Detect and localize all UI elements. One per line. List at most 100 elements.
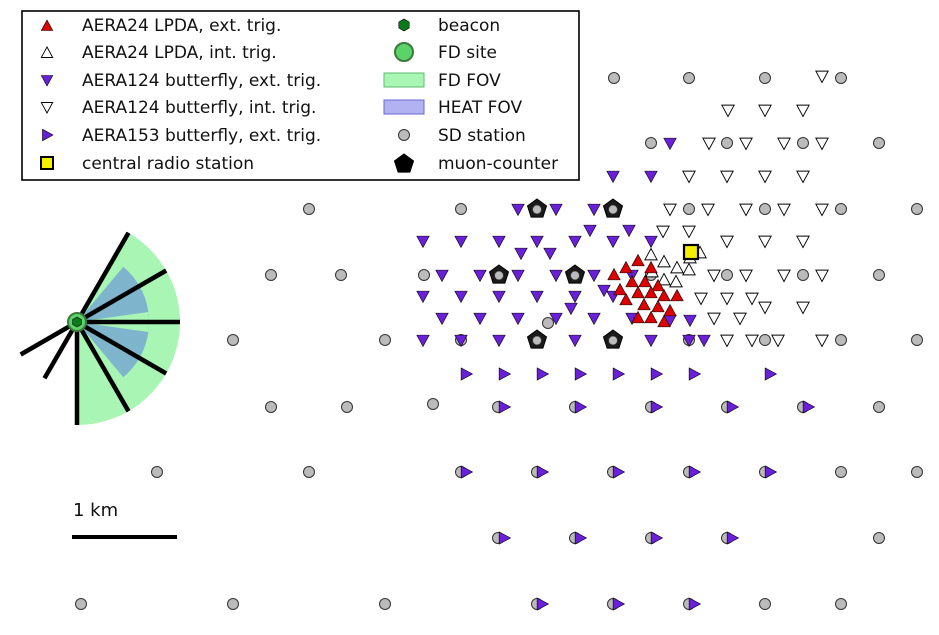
sd-station	[227, 334, 239, 346]
sd-station	[379, 598, 391, 610]
aera124-butterfly-ext-trig	[492, 235, 506, 249]
sd-station	[379, 334, 391, 346]
sd-station	[797, 137, 809, 149]
aera124-butterfly-ext-trig	[549, 203, 563, 217]
sd-station	[303, 203, 315, 215]
aera24-lpda-ext-trig	[657, 288, 671, 302]
muon-counter-sd-core	[570, 270, 580, 281]
aera124-butterfly-ext-trig	[511, 269, 525, 283]
legend-symbol-beacon	[398, 18, 410, 32]
aera153-butterfly-ext-trig	[536, 465, 550, 479]
sd-station	[759, 598, 771, 610]
sd-station	[835, 72, 847, 84]
legend-label-aera153-ext: AERA153 butterfly, ext. trig.	[82, 126, 321, 146]
aera153-butterfly-ext-trig	[498, 400, 512, 414]
aera124-butterfly-int-trig	[682, 170, 696, 184]
aera24-lpda-int-trig	[657, 272, 671, 286]
aera124-butterfly-ext-trig	[644, 334, 658, 348]
legend-label-aera24-ext: AERA24 LPDA, ext. trig.	[82, 16, 281, 36]
legend-label-central-station: central radio station	[82, 154, 254, 174]
aera153-butterfly-ext-trig	[688, 465, 702, 479]
aera124-butterfly-int-trig	[796, 235, 810, 249]
scale-bar-label: 1 km	[73, 500, 118, 521]
aera24-lpda-ext-trig	[651, 299, 665, 313]
aera124-butterfly-int-trig	[777, 137, 791, 151]
legend-symbol-heat-fov	[383, 99, 425, 115]
aera153-butterfly-ext-trig	[650, 367, 664, 381]
aera124-butterfly-ext-trig	[597, 284, 611, 298]
aera124-butterfly-ext-trig	[606, 170, 620, 184]
sd-station	[227, 598, 239, 610]
aera124-butterfly-ext-trig	[416, 290, 430, 304]
sd-station	[303, 466, 315, 478]
aera24-lpda-int-trig	[669, 274, 683, 288]
aera124-butterfly-int-trig	[702, 137, 716, 151]
aera124-butterfly-int-trig	[758, 235, 772, 249]
aera124-butterfly-ext-trig	[697, 334, 711, 348]
aera153-butterfly-ext-trig	[498, 531, 512, 545]
aera24-lpda-ext-trig	[663, 303, 677, 317]
aera124-butterfly-ext-trig	[416, 235, 430, 249]
sd-station	[418, 269, 430, 281]
aera124-butterfly-int-trig	[720, 235, 734, 249]
aera24-lpda-ext-trig	[631, 285, 645, 299]
fd-site-group	[19, 231, 180, 425]
sd-station	[341, 401, 353, 413]
sd-station	[721, 137, 733, 149]
aera124-butterfly-ext-trig	[682, 334, 696, 348]
aera124-butterfly-int-trig	[758, 104, 772, 118]
aera124-butterfly-ext-trig	[587, 312, 601, 326]
aera124-butterfly-ext-trig	[549, 269, 563, 283]
muon-counter-sd-core	[608, 204, 618, 215]
sd-station	[835, 466, 847, 478]
aera153-butterfly-ext-trig	[574, 400, 588, 414]
sd-station	[335, 269, 347, 281]
fd-telescope-boundary	[19, 320, 79, 357]
sd-station	[75, 598, 87, 610]
sd-station	[911, 203, 923, 215]
aera153-butterfly-ext-trig	[612, 367, 626, 381]
legend-symbol-aera24-ext	[40, 19, 54, 31]
aera124-butterfly-int-trig	[707, 269, 721, 283]
legend-label-beacon: beacon	[438, 16, 500, 36]
legend-symbol-sd-station	[398, 129, 410, 141]
aera24-lpda-ext-trig	[613, 282, 627, 296]
aera124-butterfly-ext-trig	[564, 302, 578, 316]
sd-station	[759, 203, 771, 215]
sd-station	[151, 466, 163, 478]
legend-symbol-aera124-ext	[40, 75, 54, 87]
fd-telescope-boundary	[42, 320, 79, 380]
sd-station	[683, 72, 695, 84]
aera24-lpda-ext-trig	[625, 274, 639, 288]
radio-antenna-group	[416, 70, 829, 611]
sd-station	[645, 137, 657, 149]
sd-station	[873, 532, 885, 544]
aera124-butterfly-int-trig	[739, 269, 753, 283]
aera124-butterfly-ext-trig	[549, 312, 563, 326]
legend: AERA24 LPDA, ext. trig. AERA24 LPDA, int…	[21, 10, 580, 181]
legend-label-muon-counter: muon-counter	[438, 154, 558, 174]
aera124-butterfly-int-trig	[721, 104, 735, 118]
central-radio-station-group	[682, 243, 700, 261]
sd-station	[835, 334, 847, 346]
aera24-lpda-int-trig	[657, 254, 671, 268]
aera24-lpda-ext-trig	[607, 267, 621, 281]
aera124-butterfly-ext-trig	[435, 269, 449, 283]
aera124-butterfly-ext-trig	[683, 314, 697, 328]
legend-label-heat-fov: HEAT FOV	[438, 98, 522, 118]
aera124-butterfly-ext-trig	[454, 235, 468, 249]
aera24-lpda-ext-trig	[619, 292, 633, 306]
aera124-butterfly-int-trig	[758, 170, 772, 184]
aera124-butterfly-int-trig	[733, 312, 747, 326]
legend-label-aera124-ext: AERA124 butterfly, ext. trig.	[82, 71, 321, 91]
sd-station	[911, 466, 923, 478]
sd-station	[873, 269, 885, 281]
aera124-butterfly-int-trig	[745, 292, 759, 306]
aera24-lpda-ext-trig	[631, 310, 645, 324]
aera24-lpda-int-trig	[682, 262, 696, 276]
fd-telescope-boundary	[75, 320, 168, 376]
sd-station	[265, 401, 277, 413]
aera124-butterfly-int-trig	[777, 203, 791, 217]
legend-label-sd-station: SD station	[438, 126, 526, 146]
aera124-butterfly-ext-trig	[587, 203, 601, 217]
